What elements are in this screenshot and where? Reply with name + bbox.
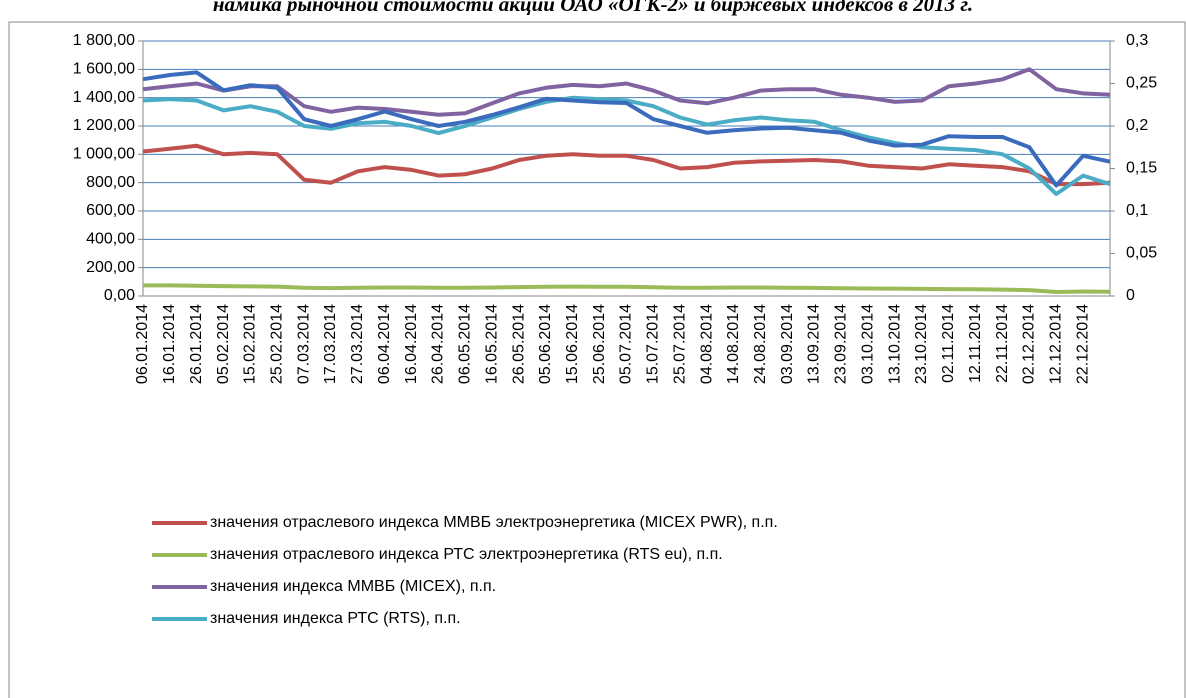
x-tick-label: 26.05.2014 [510,304,527,384]
x-tick-label: 12.12.2014 [1047,304,1064,384]
y-tick-label: 800,00 [86,174,135,191]
x-tick-label: 06.05.2014 [457,304,474,384]
x-tick-label: 02.12.2014 [1021,304,1038,384]
y2-tick-label: 0,15 [1126,160,1157,177]
y2-tick-label: 0,1 [1126,202,1148,219]
y-tick-label: 1 600,00 [73,61,135,78]
x-tick-label: 04.08.2014 [698,304,715,384]
x-tick-label: 03.09.2014 [779,304,796,384]
x-tick-label: 26.04.2014 [430,304,447,384]
chart-title: намика рыночной стоимости акций ОАО «ОГК… [213,0,973,16]
x-tick-label: 15.06.2014 [564,304,581,384]
y2-tick-label: 0 [1126,287,1135,304]
y-tick-label: 0,00 [104,287,135,304]
legend-label: значения индекса РТС (RTS), п.п. [210,610,461,627]
series-line [142,95,1111,196]
x-tick-label: 25.02.2014 [269,304,286,384]
y-tick-label: 600,00 [86,202,135,219]
y-tick-label: 1 000,00 [73,146,135,163]
x-tick-label: 15.07.2014 [645,304,662,384]
x-tick-label: 27.03.2014 [349,304,366,384]
x-tick-label: 16.05.2014 [483,304,500,384]
x-tick-label: 13.10.2014 [886,304,903,384]
x-tick-label: 06.04.2014 [376,304,393,384]
y2-tick-label: 0,2 [1126,117,1148,134]
x-tick-label: 05.07.2014 [618,304,635,384]
x-tick-label: 23.10.2014 [913,304,930,384]
x-tick-label: 25.07.2014 [671,304,688,384]
x-tick-label: 22.11.2014 [994,304,1011,383]
y-tick-label: 400,00 [86,231,135,248]
y2-tick-label: 0,05 [1126,245,1157,262]
y2-tick-label: 0,25 [1126,75,1157,92]
x-tick-label: 07.03.2014 [295,304,312,384]
x-tick-label: 16.04.2014 [403,304,420,384]
series-line [142,67,1111,117]
x-tick-label: 23.09.2014 [833,304,850,384]
x-tick-label: 24.08.2014 [752,304,769,384]
x-tick-label: 17.03.2014 [322,304,339,384]
legend-label: значения отраслевого индекса ММВБ электр… [210,514,778,531]
y-tick-label: 1 200,00 [73,117,135,134]
y-tick-label: 1 800,00 [73,32,135,49]
x-tick-label: 02.11.2014 [940,304,957,383]
x-tick-label: 12.11.2014 [967,304,984,383]
y-tick-label: 200,00 [86,259,135,276]
x-tick-label: 14.08.2014 [725,304,742,384]
x-tick-label: 22.12.2014 [1074,304,1091,384]
y-tick-label: 1 400,00 [73,89,135,106]
x-tick-label: 06.01.2014 [134,304,151,384]
x-tick-label: 26.01.2014 [188,304,205,384]
x-tick-label: 05.02.2014 [215,304,232,384]
x-tick-label: 16.01.2014 [161,304,178,384]
series-line [142,143,1111,187]
x-tick-label: 13.09.2014 [806,304,823,384]
y2-tick-label: 0,3 [1126,32,1148,49]
legend-label: значения отраслевого индекса РТС электро… [210,546,723,563]
series-line [142,70,1111,188]
x-tick-label: 25.06.2014 [591,304,608,384]
x-tick-label: 15.02.2014 [242,304,259,384]
series-line [143,283,1111,294]
x-tick-label: 05.06.2014 [537,304,554,384]
legend-label: значения индекса ММВБ (MICEX), п.п. [210,578,496,595]
x-tick-label: 03.10.2014 [859,304,876,384]
